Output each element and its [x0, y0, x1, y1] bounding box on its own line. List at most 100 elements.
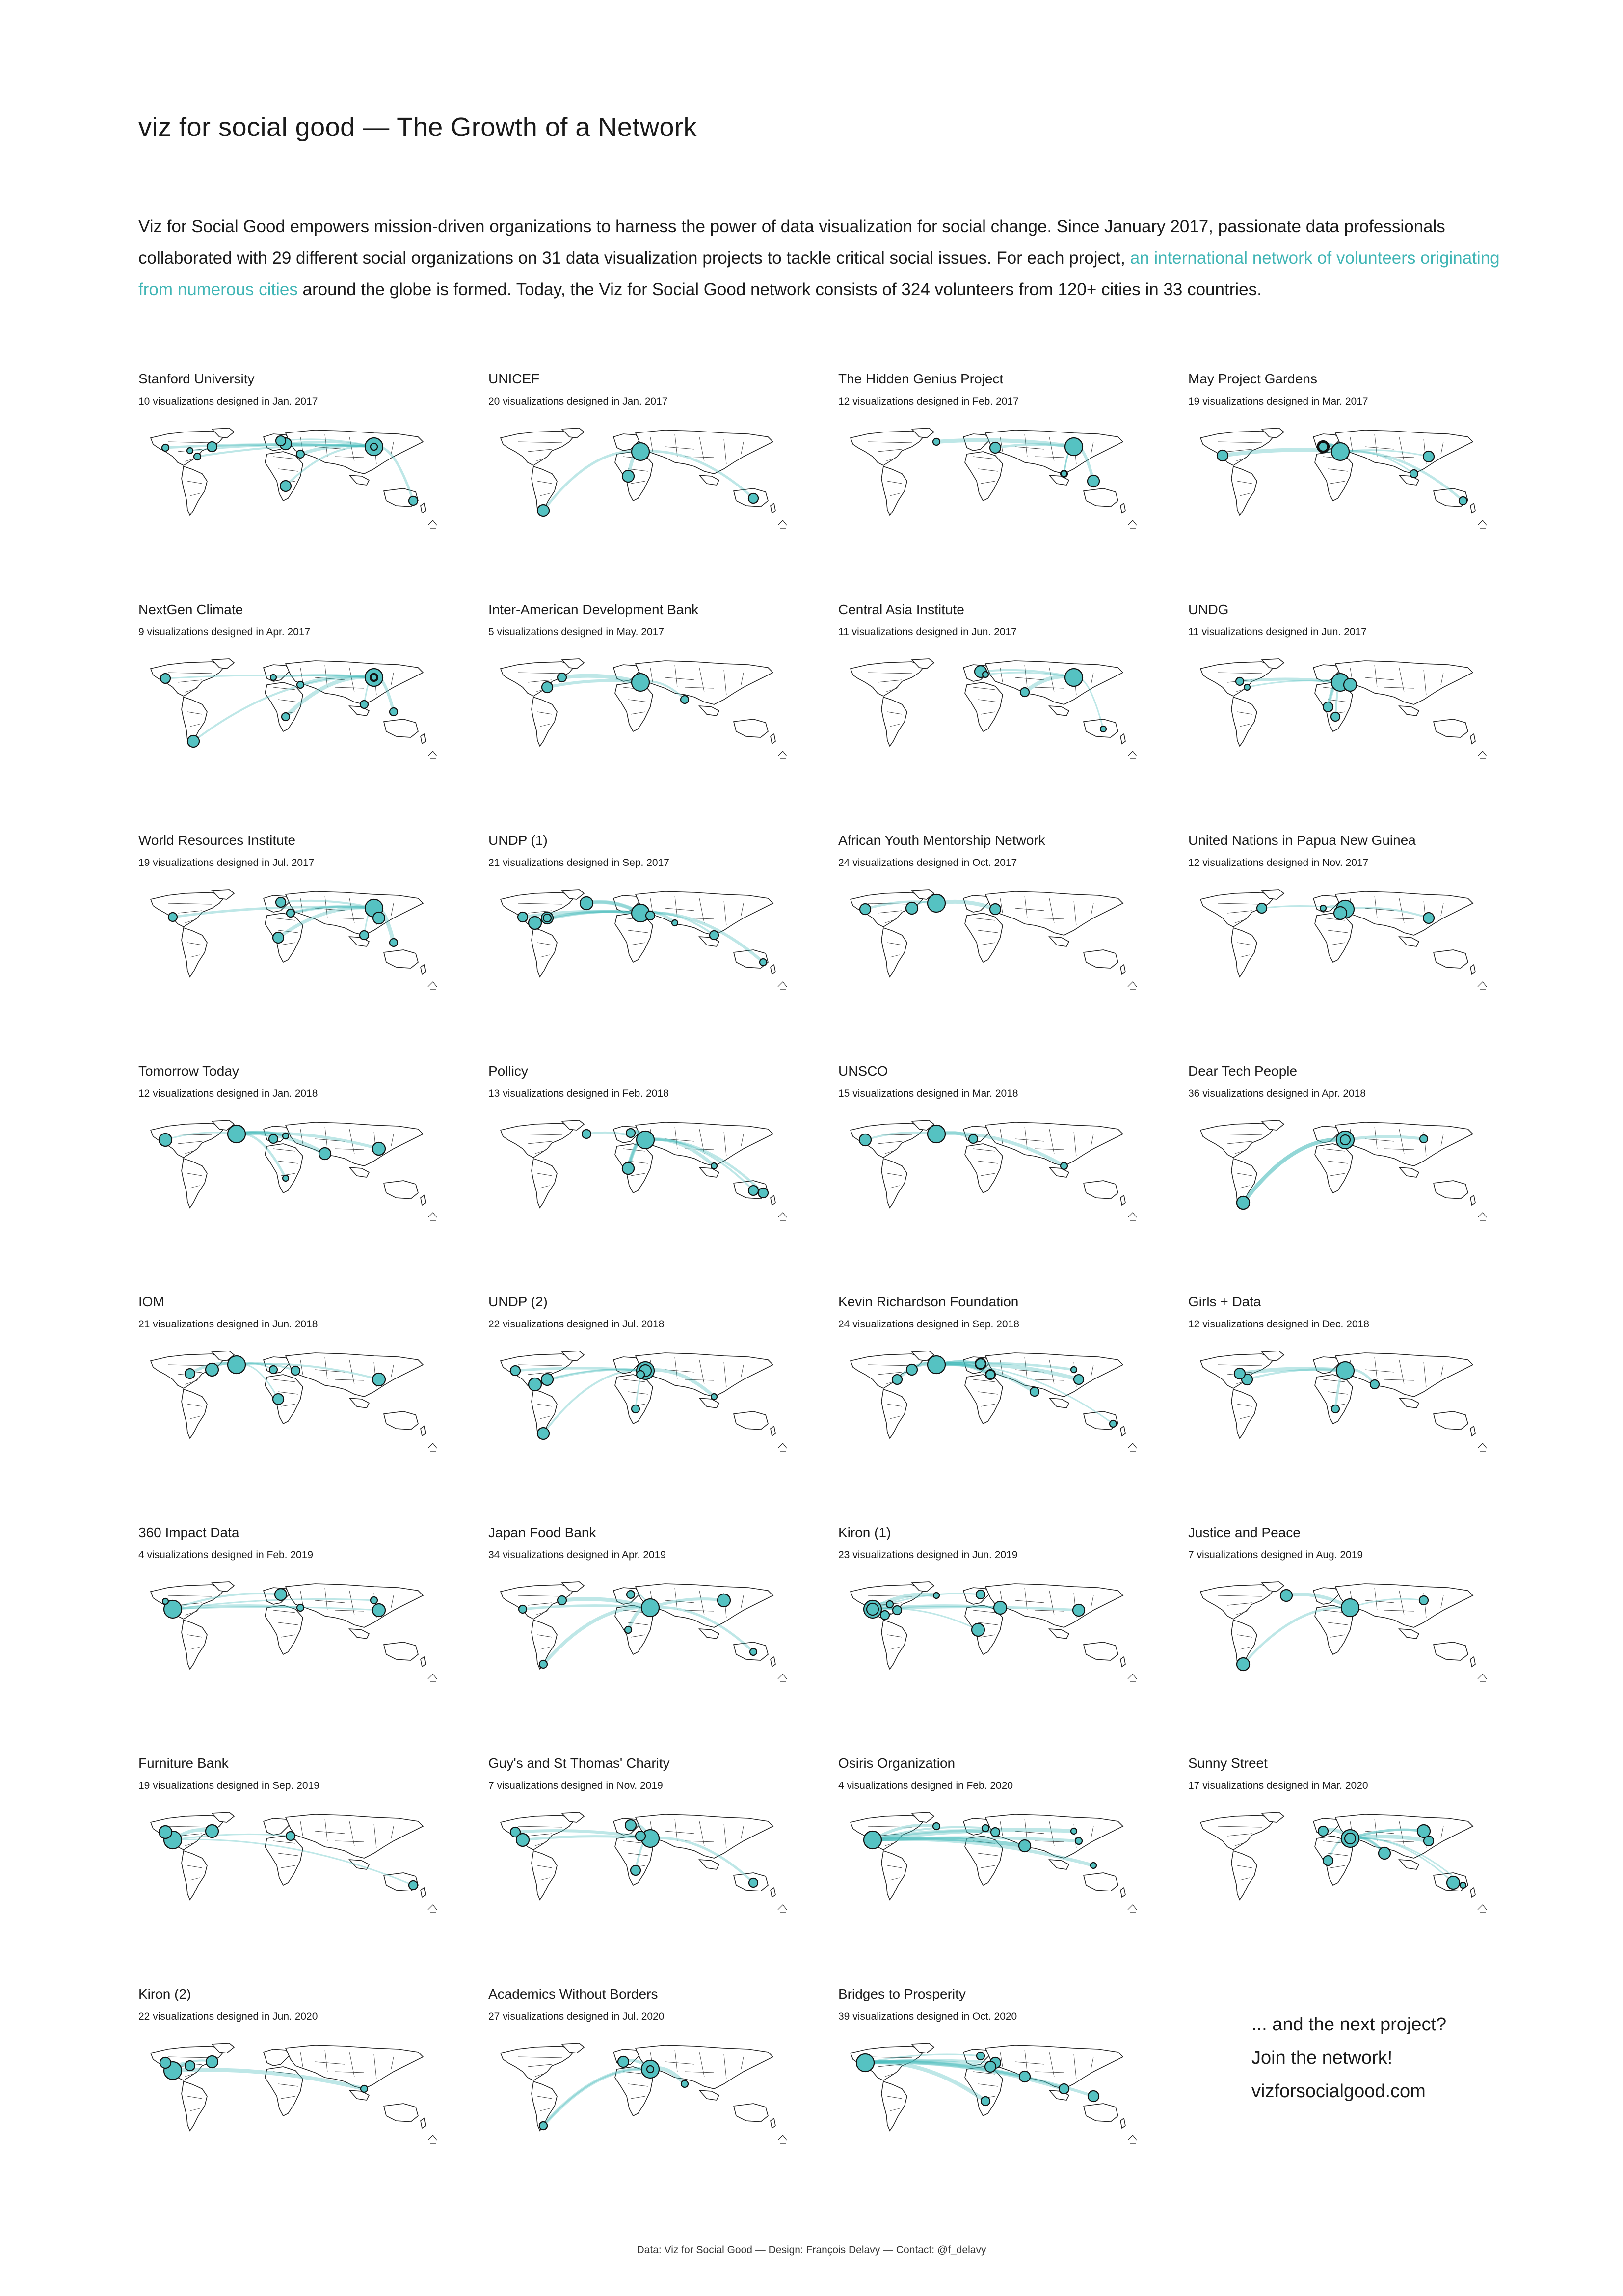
country-border: [391, 1595, 394, 1608]
continent-outline: [984, 1814, 1124, 1859]
volunteer-city-node: [624, 1819, 637, 1832]
volunteer-city-node: [671, 919, 679, 927]
volunteer-city-node: [275, 435, 287, 447]
country-border: [1239, 1877, 1250, 1881]
continent-outline: [635, 1814, 774, 1859]
country-border: [273, 1379, 296, 1382]
country-border: [674, 665, 678, 688]
continent-outline: [1312, 1126, 1341, 1143]
country-border: [1217, 903, 1262, 905]
continent-outline: [881, 1388, 907, 1439]
country-border: [527, 679, 553, 683]
continent-outline: [1199, 431, 1275, 466]
volunteer-city-node: [1319, 904, 1327, 912]
volunteer-city-node: [372, 1141, 386, 1156]
continent-outline: [263, 2049, 292, 2066]
continent-outline: [561, 1581, 585, 1592]
country-border: [391, 1364, 394, 1378]
volunteer-city-node: [757, 1187, 769, 1199]
continent-outline: [265, 451, 303, 502]
country-border: [978, 1391, 998, 1395]
continent-outline: [984, 430, 1124, 474]
country-border: [177, 679, 203, 683]
network-world-map: [500, 2043, 787, 2144]
north-arrow-icon: [1477, 981, 1487, 990]
country-border: [189, 1416, 200, 1419]
continent-outline: [1334, 891, 1474, 936]
continent-outline: [383, 1642, 419, 1661]
country-border: [280, 1173, 296, 1176]
country-border: [300, 667, 303, 683]
country-border: [1374, 1357, 1378, 1380]
project-subtitle: 27 visualizations designed in Jul. 2020: [488, 2011, 665, 2022]
continent-outline: [1231, 696, 1257, 747]
continent-outline: [150, 892, 225, 927]
country-border: [650, 898, 653, 914]
volunteer-city-node: [515, 1833, 530, 1847]
volunteer-city-node: [975, 1589, 986, 1600]
volunteer-city-node: [710, 1162, 718, 1170]
continent-outline: [1120, 733, 1126, 745]
country-border: [1217, 1364, 1262, 1366]
volunteer-city-node: [879, 1610, 890, 1621]
country-border: [1374, 665, 1378, 688]
project-name: Furniture Bank: [138, 1756, 229, 1771]
project-subtitle: 21 visualizations designed in Sep. 2017: [488, 857, 669, 868]
continent-outline: [561, 1812, 585, 1823]
project-name: Osiris Organization: [838, 1756, 956, 1771]
country-border: [1234, 1841, 1248, 1846]
volunteer-city-node: [980, 2096, 991, 2107]
country-border: [877, 679, 903, 683]
country-border: [1364, 908, 1395, 911]
volunteer-city-node: [268, 1134, 279, 1144]
volunteer-city-node: [971, 1622, 985, 1637]
project-name: IOM: [138, 1294, 164, 1309]
collaboration-link: [984, 672, 1075, 678]
continent-outline: [1261, 1351, 1285, 1361]
country-border: [889, 1647, 900, 1650]
continent-outline: [265, 1836, 303, 1886]
cta-website-link[interactable]: vizforsocialgood.com: [1251, 2081, 1426, 2102]
continent-outline: [1334, 430, 1474, 474]
continent-outline: [964, 451, 1003, 502]
continent-outline: [1314, 1374, 1353, 1425]
continent-outline: [881, 1850, 907, 1901]
country-border: [884, 1841, 898, 1846]
country-border: [1014, 1831, 1045, 1834]
country-border: [1328, 1161, 1348, 1164]
volunteer-city-node: [1422, 450, 1435, 463]
country-border: [324, 1818, 328, 1841]
country-border: [1024, 1588, 1028, 1611]
country-border: [534, 457, 548, 462]
country-border: [1323, 1840, 1346, 1844]
country-border: [973, 2071, 996, 2075]
intro-network-link[interactable]: an international network of volunteers o…: [138, 248, 1500, 299]
country-border: [889, 1877, 900, 1881]
volunteer-city-node: [408, 1880, 419, 1891]
north-arrow-icon: [1127, 520, 1137, 529]
collaboration-link: [211, 443, 375, 448]
network-world-map: [500, 889, 787, 990]
volunteer-city-node: [1018, 1839, 1032, 1853]
country-border: [1091, 2056, 1094, 2070]
country-border: [889, 724, 900, 727]
country-border: [887, 1404, 903, 1407]
continent-outline: [1312, 1587, 1341, 1605]
country-border: [1014, 2061, 1045, 2065]
volunteer-city-node: [1340, 1598, 1360, 1618]
country-border: [1384, 918, 1414, 919]
country-border: [1440, 903, 1444, 916]
country-border: [623, 1379, 646, 1382]
continent-outline: [263, 664, 292, 682]
country-border: [665, 677, 695, 680]
country-border: [300, 436, 303, 452]
country-border: [1384, 1379, 1414, 1381]
project-subtitle: 12 visualizations designed in Nov. 2017: [1188, 857, 1369, 868]
country-border: [1384, 1610, 1414, 1612]
volunteer-city-node: [360, 2084, 369, 2093]
country-border: [391, 903, 394, 916]
country-border: [973, 687, 996, 690]
volunteer-city-node: [509, 1365, 521, 1377]
collaboration-link: [546, 679, 642, 689]
country-border: [1440, 1364, 1444, 1378]
